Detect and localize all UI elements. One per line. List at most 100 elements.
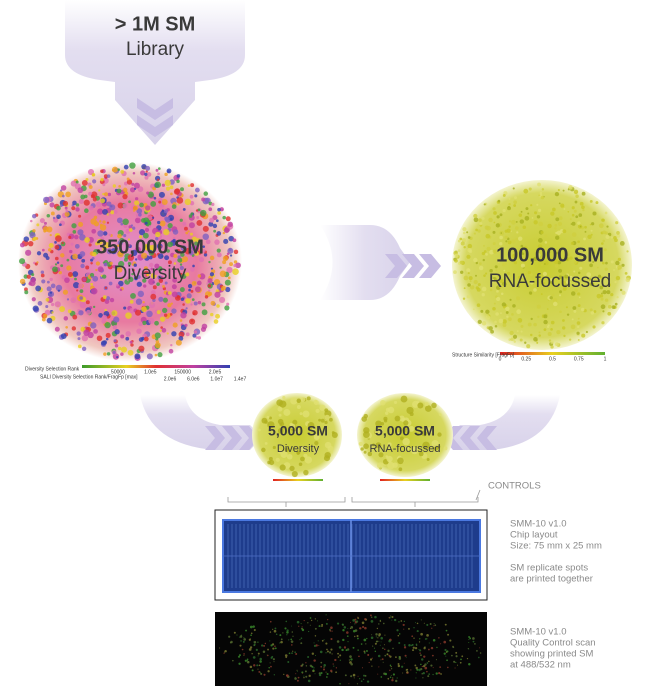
dot (109, 204, 116, 211)
dot (43, 229, 47, 233)
dot (191, 236, 198, 242)
dot (290, 625, 292, 627)
dot (148, 301, 156, 309)
dot (376, 462, 384, 469)
dot (26, 274, 31, 279)
dot (170, 192, 173, 196)
dot (457, 664, 459, 666)
dot (543, 328, 547, 332)
dot (313, 642, 315, 644)
dot (369, 614, 372, 617)
dot (153, 196, 157, 200)
dot (365, 643, 367, 645)
dot (327, 618, 329, 621)
dot (521, 252, 525, 255)
dot (49, 277, 53, 282)
dot (438, 413, 442, 417)
dot (280, 450, 288, 458)
dot (227, 276, 231, 280)
dot (271, 655, 274, 658)
dot (326, 676, 328, 678)
dot (282, 632, 284, 634)
dot (273, 661, 275, 663)
dot (414, 664, 417, 667)
dot (232, 238, 237, 243)
dot (477, 319, 482, 324)
dot (32, 229, 36, 233)
dot (496, 296, 501, 302)
dot (554, 192, 560, 197)
dot (433, 625, 435, 627)
dot (501, 302, 507, 307)
dot (219, 296, 226, 304)
dot (584, 230, 587, 233)
dot (134, 353, 141, 360)
dot (77, 187, 84, 194)
dot (463, 275, 469, 281)
dot (320, 661, 323, 664)
dot (187, 283, 193, 289)
dot (411, 447, 419, 455)
dot (243, 637, 245, 639)
dot (536, 304, 541, 309)
dot (246, 659, 249, 661)
dot (167, 260, 172, 265)
dot (610, 260, 614, 264)
dot (172, 229, 179, 235)
dot (55, 235, 62, 242)
dot (447, 633, 450, 636)
dot (54, 263, 58, 266)
dot (538, 194, 541, 197)
dot (560, 279, 563, 282)
dot (370, 620, 374, 623)
dot (492, 242, 496, 246)
dot (303, 675, 305, 677)
dot (440, 643, 442, 645)
dot (419, 652, 421, 654)
dot (177, 255, 181, 259)
dot (297, 676, 300, 679)
dot (194, 187, 200, 193)
dot (513, 250, 516, 253)
dot (308, 674, 311, 678)
dot (155, 168, 159, 172)
dot (468, 276, 473, 281)
similarity-label: Structure Similarity [FragFp] (452, 352, 515, 358)
dot (154, 263, 160, 269)
dot (150, 267, 154, 271)
dot (591, 251, 596, 255)
dot (330, 669, 333, 673)
dot (210, 312, 214, 317)
dot (326, 672, 329, 676)
dot (370, 616, 373, 619)
dot (289, 465, 295, 472)
dot (133, 182, 140, 189)
dot (70, 180, 77, 187)
dot (152, 268, 159, 276)
dot (148, 225, 152, 228)
dot (127, 261, 132, 266)
dot (182, 221, 187, 226)
dot (621, 290, 626, 295)
dot (601, 321, 605, 325)
dot (296, 620, 300, 624)
dot (400, 395, 408, 403)
dot (562, 189, 565, 192)
dot (112, 351, 116, 355)
dot (105, 296, 111, 301)
dot (492, 230, 496, 234)
dot (152, 285, 157, 290)
dot (129, 340, 133, 344)
dot (588, 278, 592, 281)
dot (424, 402, 429, 407)
dot (359, 627, 362, 630)
dot (380, 676, 383, 678)
dot (303, 619, 305, 622)
dot (425, 405, 432, 412)
dot (547, 331, 552, 336)
dot (571, 221, 576, 226)
note-line: Quality Control scan (510, 638, 596, 649)
dot (171, 308, 177, 314)
dot (373, 647, 375, 649)
dot (399, 436, 404, 441)
